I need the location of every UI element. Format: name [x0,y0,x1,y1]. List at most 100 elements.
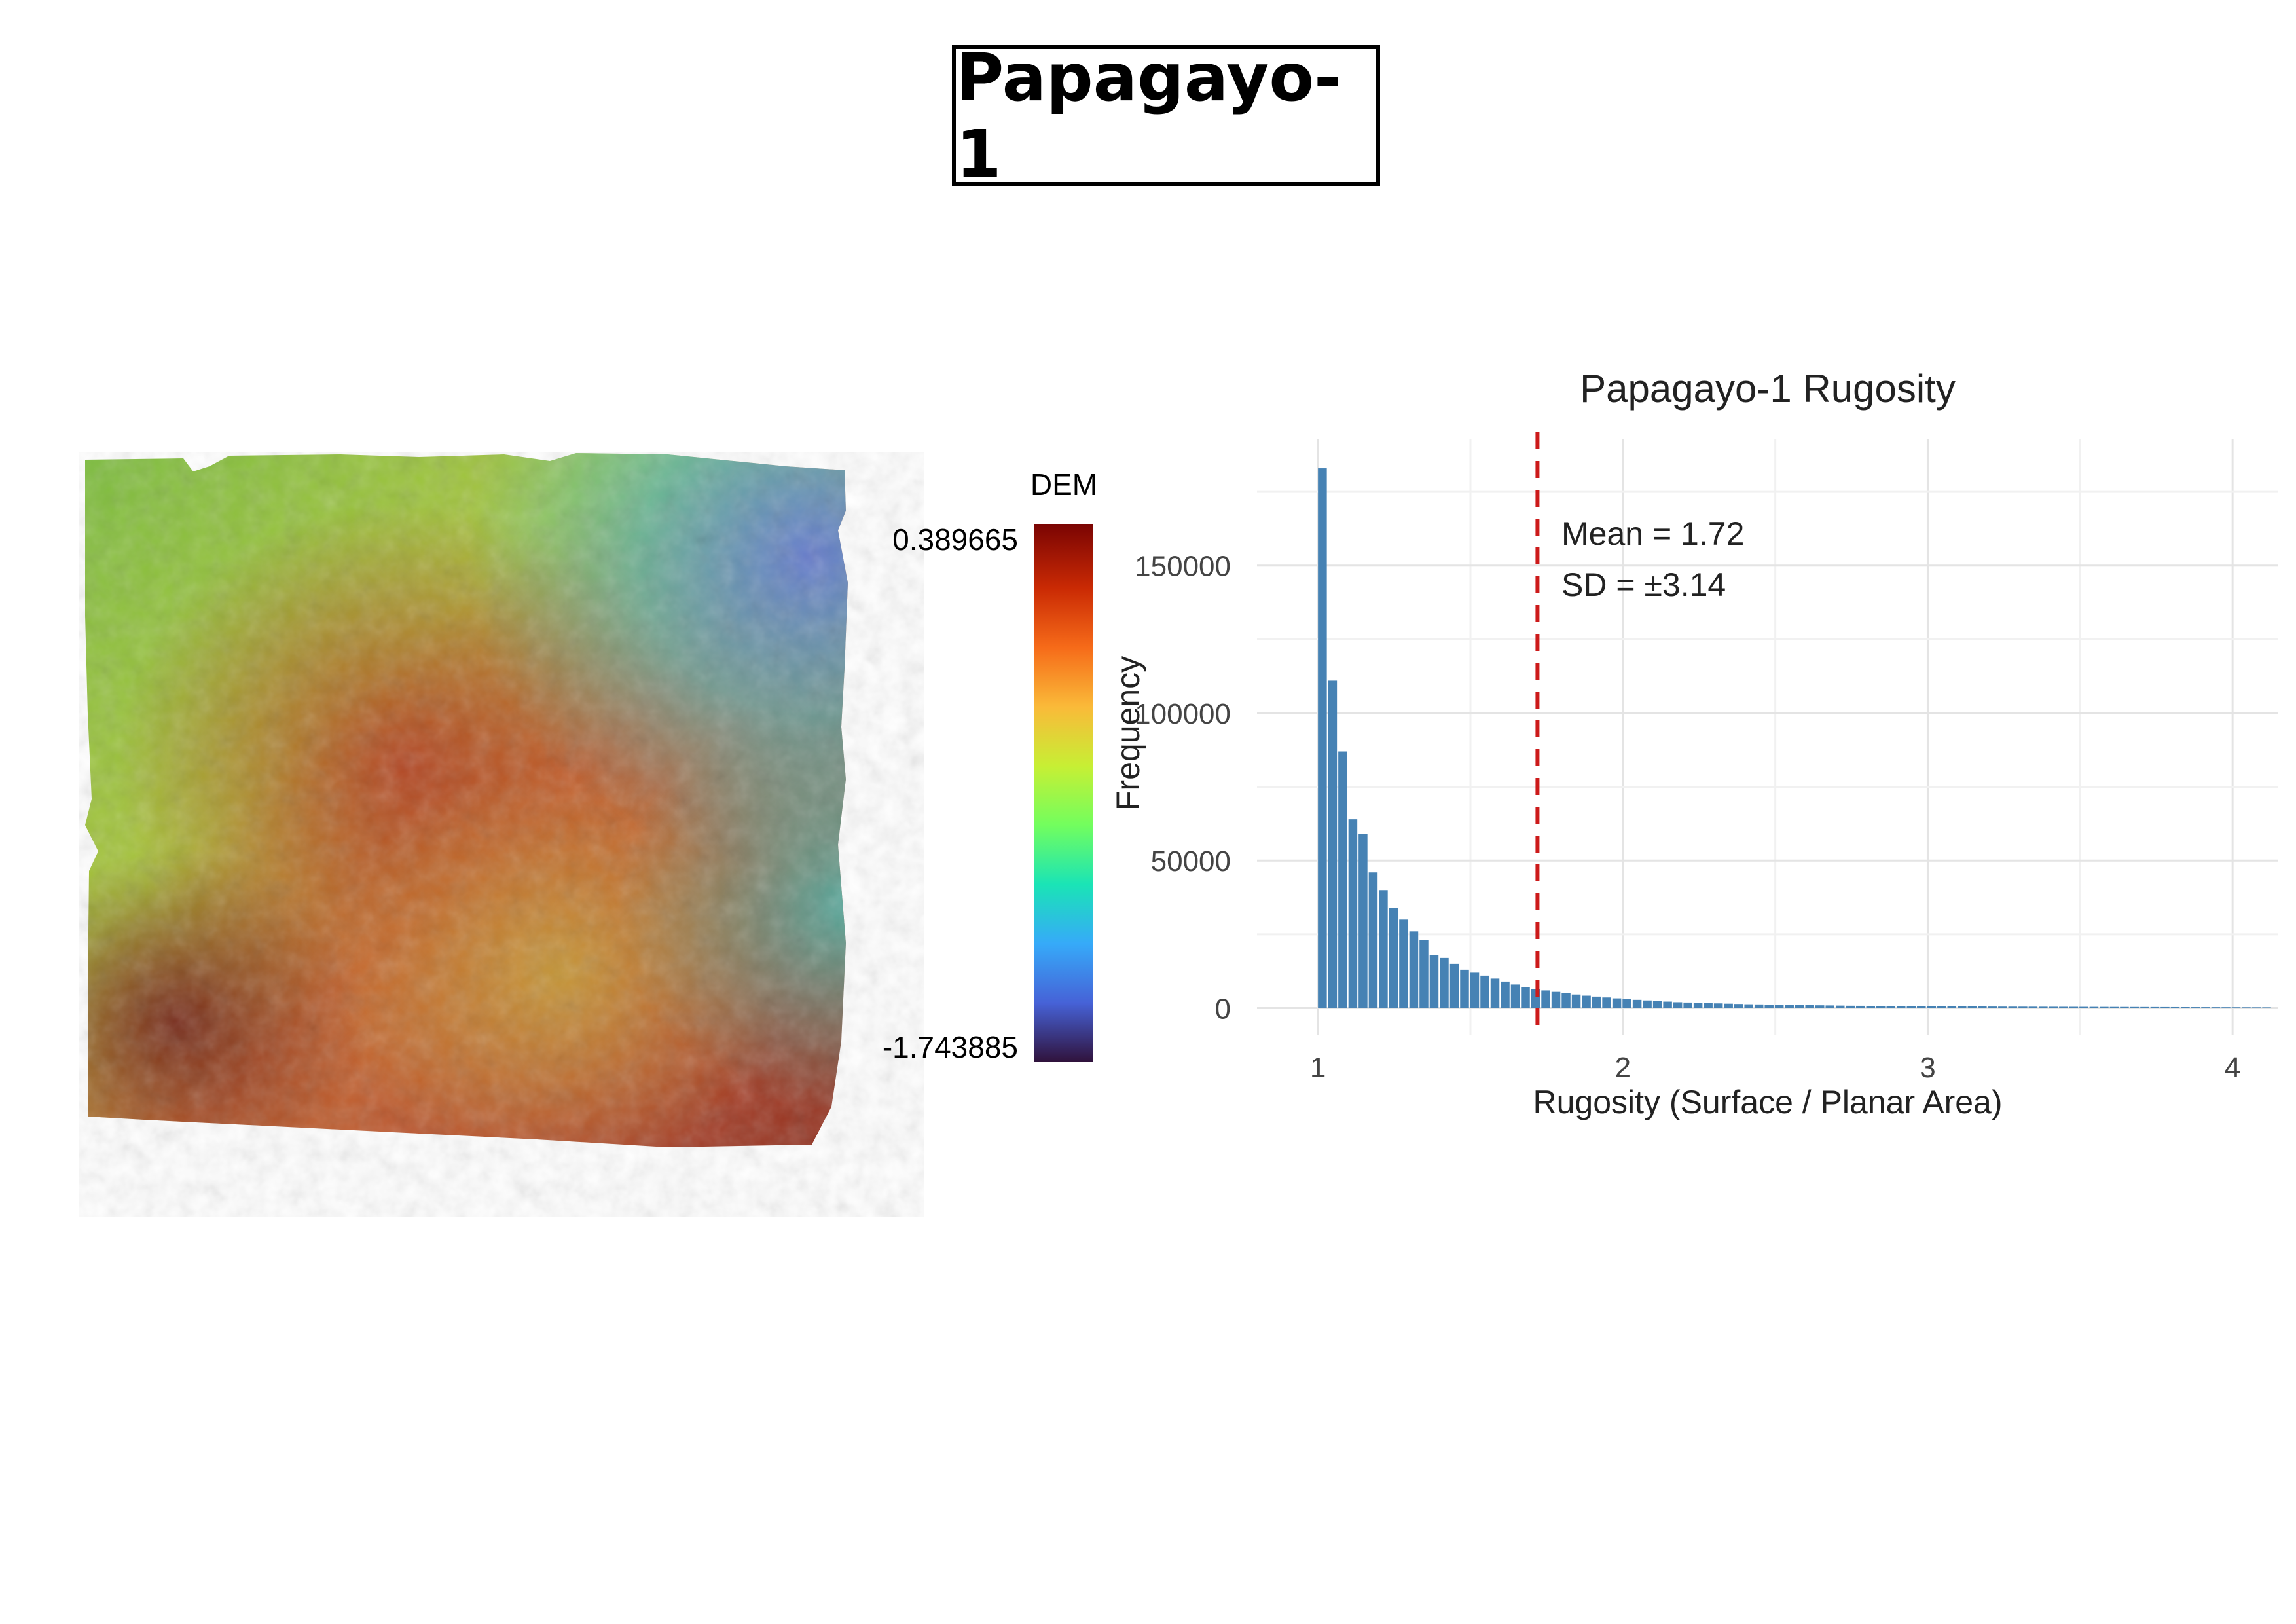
histogram-bar [2251,1007,2261,1008]
histogram-bar [1440,957,1449,1008]
histogram-bar [1673,1002,1683,1008]
histogram-bar [1460,969,1469,1008]
rugosity-histogram: Papagayo-1 Rugosity Mean = 1.72 SD = ±3.… [1110,367,2278,1120]
histogram-bar [1490,978,1500,1008]
histogram-bar [1927,1006,1937,1008]
histogram-bar [2008,1006,2018,1008]
histogram-bar [1805,1005,1814,1008]
histogram-bar [1399,919,1408,1008]
page-title: Papagayo-1 [956,39,1341,193]
y-tick-label: 0 [1215,993,1231,1025]
histogram-bar [1663,1001,1672,1008]
histogram-bars [1318,468,2271,1008]
histogram-bar [1917,1006,1926,1008]
histogram-bar [1592,996,1601,1008]
histogram-bar [1521,987,1530,1008]
histogram-bar [1906,1006,1916,1008]
histogram-bar [1988,1006,1997,1008]
histogram-bar [1501,981,1510,1008]
x-tick-label: 2 [1615,1052,1631,1084]
histogram-bar [2069,1006,2079,1008]
histogram-bar [1785,1005,1794,1008]
histogram-bar [1389,908,1398,1008]
histogram-bar [1967,1006,1977,1008]
histogram-bar [1470,972,1480,1008]
grid [1257,439,2278,1035]
histogram-bar [2130,1006,2140,1008]
histogram-bar [1551,991,1561,1008]
sd-annotation: SD = ±3.14 [1561,566,1726,603]
histogram-bar [2221,1007,2231,1008]
histogram-bar [1978,1006,1987,1008]
histogram-bar [1602,997,1611,1008]
histogram-bar [1429,955,1439,1008]
histogram-bar [1958,1006,1967,1008]
histogram-bar [1652,1001,1662,1008]
histogram-bar [2201,1007,2210,1008]
y-tick-label: 50000 [1151,845,1231,877]
histogram-bar [1449,963,1459,1008]
histogram-bar [1419,940,1429,1008]
x-tick-label: 4 [2225,1052,2240,1084]
dem-legend-colorbar [1034,524,1093,1062]
y-axis-label: Frequency [1110,656,1146,811]
y-axis-ticks: 0 50000 100000 150000 [1135,551,1231,1025]
histogram-bar [2039,1006,2048,1008]
histogram-bar [1622,999,1631,1008]
histogram-bar [1937,1006,1946,1008]
histogram-bar [2120,1006,2129,1008]
histogram-bar [1693,1003,1703,1008]
dem-map-panel: DEM 0.389665 -1.743885 [85,453,1097,1147]
y-tick-label: 150000 [1135,551,1231,583]
histogram-bar [1561,993,1571,1008]
histogram-bar [1825,1005,1834,1008]
histogram-bar [1582,995,1591,1008]
histogram-bar [1866,1006,1876,1008]
histogram-bar [2231,1007,2241,1008]
histogram-bar [1510,984,1520,1008]
histogram-bar [1835,1005,1845,1008]
histogram-bar [1368,872,1378,1008]
histogram-bar [2059,1006,2068,1008]
histogram-bar [2089,1006,2099,1008]
x-tick-label: 1 [1310,1052,1326,1084]
histogram-bar [1643,1000,1652,1008]
x-axis-ticks: 1 2 3 4 [1310,1052,2240,1084]
histogram-bar [1886,1006,1896,1008]
page-title-box: Papagayo-1 [952,39,1380,193]
histogram-bar [2028,1006,2038,1008]
histogram-bar [1754,1004,1764,1008]
histogram-bar [2170,1006,2180,1008]
histogram-bar [2100,1006,2109,1008]
histogram-bar [2191,1007,2200,1008]
histogram-bar [1348,819,1358,1008]
histogram-bar [1358,834,1368,1008]
histogram-bar [1541,990,1550,1008]
histogram-bar [2049,1006,2058,1008]
histogram-bar [2181,1007,2190,1008]
histogram-bar [1876,1006,1886,1008]
histogram-bar [1571,994,1581,1008]
histogram-bar [1338,751,1347,1008]
histogram-bar [2262,1007,2271,1008]
dem-legend-min-label: -1.743885 [883,1030,1018,1064]
histogram-bar [2109,1006,2119,1008]
x-tick-label: 3 [1920,1052,1935,1084]
dem-raster [85,453,848,1147]
histogram-bar [1379,890,1388,1008]
mean-annotation: Mean = 1.72 [1561,515,1744,552]
histogram-bar [1480,975,1489,1008]
histogram-bar [1713,1003,1723,1008]
dem-legend-title: DEM [1030,468,1097,502]
histogram-bar [1683,1002,1692,1008]
chart-title: Papagayo-1 Rugosity [1580,367,1956,411]
histogram-bar [2018,1006,2028,1008]
histogram-bar [2079,1006,2088,1008]
histogram-bar [1764,1005,1774,1008]
histogram-bar [1998,1006,2007,1008]
histogram-bar [1855,1005,1865,1008]
histogram-bar [1744,1004,1753,1008]
histogram-bar [1846,1005,1855,1008]
histogram-bar [2242,1007,2251,1008]
histogram-bar [2150,1006,2160,1008]
